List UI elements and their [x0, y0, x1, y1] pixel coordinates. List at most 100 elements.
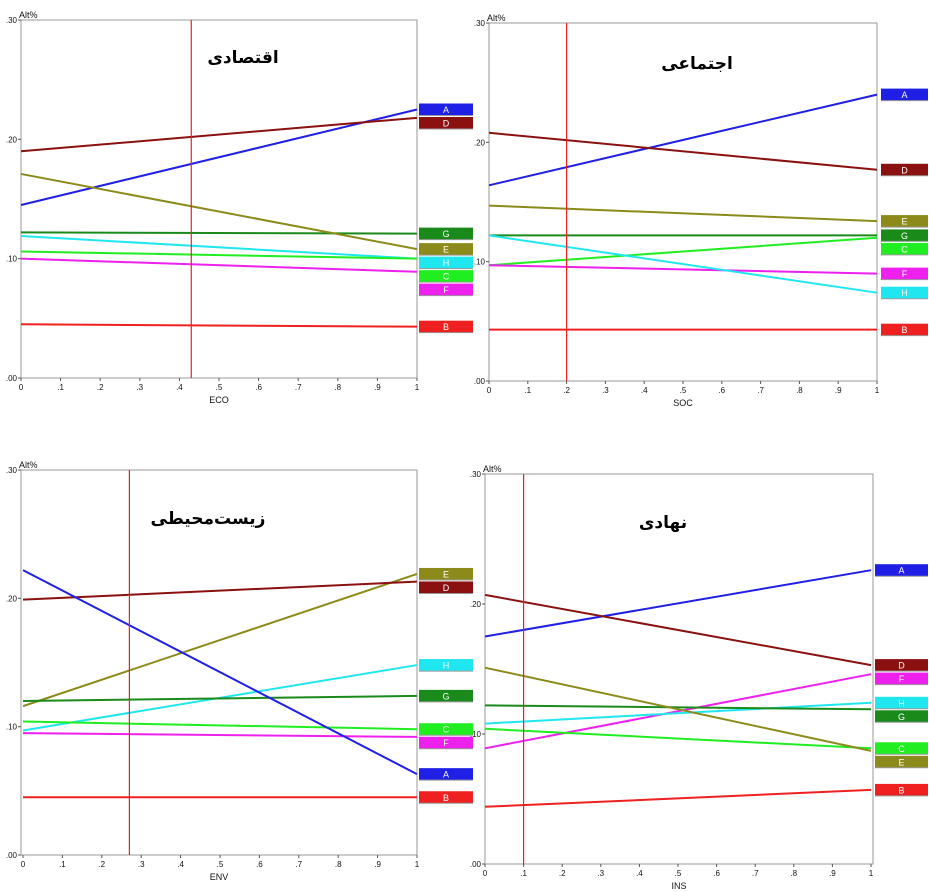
legend-tag-c: C [419, 270, 473, 283]
legend-tag-box [419, 227, 473, 240]
series-line-g [20, 231, 418, 235]
chart-panel-ins: .00 .10 .20 .30 0 .1 .2 .3 .4 .5 .6 .7 .8 .9 1 INS Alt% ن… [470, 464, 928, 891]
legend-tag-label: C [443, 272, 450, 282]
legend-tag-box [419, 659, 473, 672]
x-tick-label: .2 [98, 860, 105, 869]
legend-tag-label: D [898, 661, 905, 671]
y-tick-label: .20 [6, 594, 18, 603]
legend-tag-label: H [898, 698, 905, 708]
legend-tag-box [419, 283, 473, 296]
legend-tag-b: B [419, 320, 473, 334]
x-axis-label: INS [671, 881, 686, 891]
legend-tag-box [881, 242, 928, 255]
legend-tag-box [875, 710, 928, 723]
x-tick-label: .4 [641, 386, 648, 395]
series-line-h [484, 701, 872, 725]
legend-tag-c: C [419, 723, 473, 736]
series-line-f [20, 257, 418, 273]
legend-tag-label: D [443, 119, 450, 129]
x-tick-label: .2 [559, 869, 566, 878]
legend-tag-g: G [419, 689, 473, 703]
legend-tag-box [881, 229, 928, 242]
legend-tag-label: G [898, 712, 905, 722]
legend-tag-label: B [443, 793, 449, 803]
legend-tag-e: E [419, 243, 473, 256]
legend-tag-d: D [875, 659, 928, 672]
series-line-h [488, 234, 878, 294]
y-tick-label: .30 [6, 466, 18, 475]
series-line-d [484, 593, 872, 667]
x-tick-label: .7 [295, 383, 302, 392]
legend-tag-b: B [881, 323, 928, 337]
y-axis-label: Alt% [487, 13, 506, 23]
legend-tag-e: E [875, 755, 928, 769]
legend-tag-label: H [901, 288, 908, 298]
legend-tag-box [419, 768, 473, 781]
legend-tag-box [875, 755, 928, 768]
y-tick-label: .00 [6, 374, 18, 383]
legend-tag-box [881, 323, 928, 336]
legend-tag-label: A [898, 566, 904, 576]
legend-tag-label: H [443, 258, 450, 268]
plot-frame [20, 469, 418, 856]
legend-tag-box [875, 696, 928, 709]
legend-tag-box [875, 783, 928, 796]
x-tick-label: .6 [255, 383, 262, 392]
legend-tag-c: C [875, 742, 928, 755]
legend-tag-f: F [419, 736, 473, 750]
legend-tag-h: H [875, 696, 928, 710]
legend-tag-label: F [443, 285, 449, 295]
legend-tag-g: G [419, 227, 473, 241]
legend-tag-label: G [442, 229, 449, 239]
x-tick-label: 0 [483, 869, 488, 878]
y-tick-label: .00 [470, 860, 482, 869]
x-tick-label: 1 [415, 383, 420, 392]
legend-tag-box [419, 270, 473, 283]
legend-tag-d: D [419, 117, 473, 130]
x-tick-label: .6 [256, 860, 263, 869]
legend-tag-label: A [443, 770, 449, 780]
x-tick-label: .6 [718, 386, 725, 395]
x-tick-label: .1 [520, 869, 527, 878]
series-line-e [20, 172, 418, 251]
legend-tag-label: E [901, 217, 907, 227]
x-tick-label: 0 [19, 383, 24, 392]
x-tick-label: .4 [177, 860, 184, 869]
legend-tag-box [881, 215, 928, 228]
legend-tag-label: A [443, 105, 449, 115]
legend-tag-box [419, 103, 473, 116]
legend-tag-label: G [442, 691, 449, 701]
legend-tag-box [875, 659, 928, 672]
legend-tag-label: E [443, 569, 449, 579]
y-tick-label: .20 [470, 600, 482, 609]
x-tick-label: .7 [752, 869, 759, 878]
x-tick-label: .8 [334, 383, 341, 392]
x-tick-label: .3 [602, 386, 609, 395]
x-tick-label: .3 [138, 860, 145, 869]
legend-tag-label: C [901, 244, 908, 254]
legend-tag-label: H [443, 661, 450, 671]
x-tick-label: .8 [335, 860, 342, 869]
legend-tag-f: F [419, 283, 473, 297]
legend-tag-box [419, 567, 473, 580]
series-line-c [22, 720, 418, 731]
legend-tag-e: E [419, 567, 473, 581]
legend-tag-label: G [901, 231, 908, 241]
series-line-a [484, 569, 872, 638]
legend-tag-label: C [898, 744, 905, 754]
series-line-f [488, 264, 878, 275]
x-tick-label: .7 [295, 860, 302, 869]
legend-tag-label: F [902, 269, 908, 279]
legend-tag-label: B [901, 325, 907, 335]
x-tick-label: .9 [374, 383, 381, 392]
series-line-a [20, 108, 418, 206]
chart-panel-soc: .00 .10 .20 .30 0 .1 .2 .3 .4 .5 .6 .7 .8 .9 1 SOC Alt% ا… [474, 13, 928, 408]
x-tick-label: .2 [563, 386, 570, 395]
chart-title: زیست‌محیطی [151, 509, 266, 529]
series-line-d [488, 131, 878, 171]
x-tick-label: .9 [835, 386, 842, 395]
legend-tag-h: H [419, 659, 473, 672]
plot-frame [488, 22, 878, 382]
x-tick-label: .2 [97, 383, 104, 392]
y-tick-label: .20 [6, 135, 18, 144]
